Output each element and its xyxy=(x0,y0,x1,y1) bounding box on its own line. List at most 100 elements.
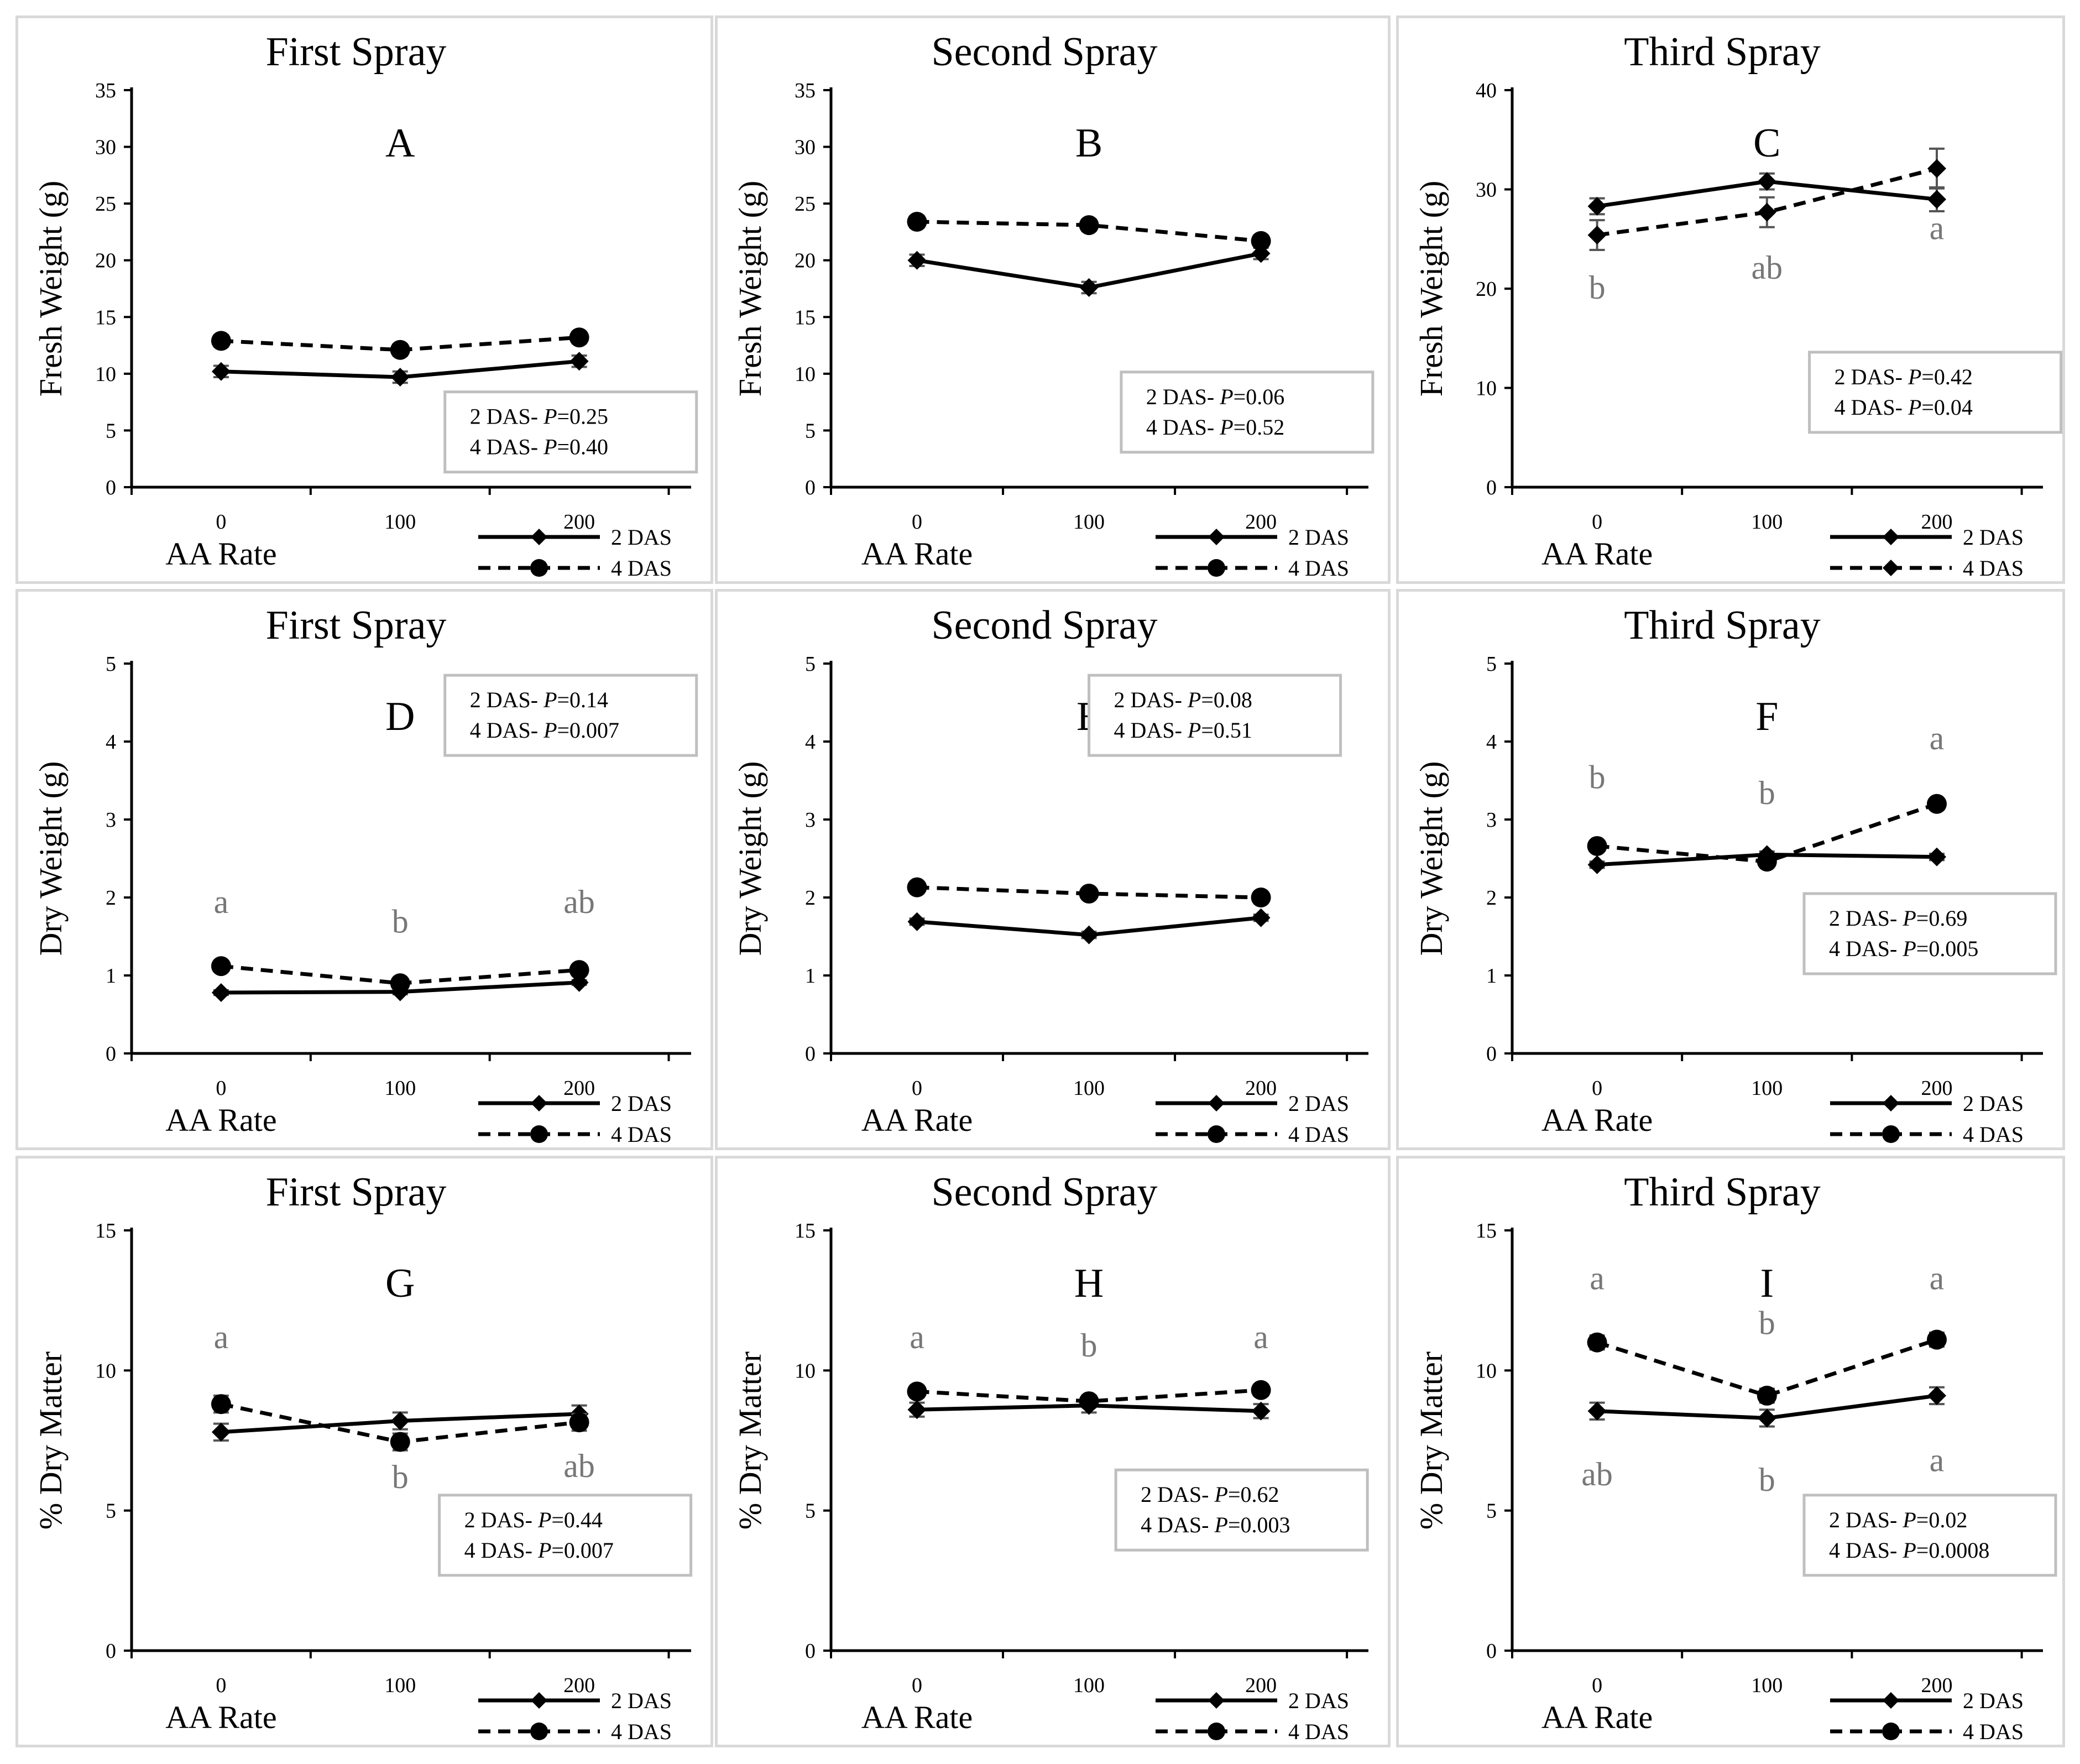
legend-label: 2 DAS xyxy=(611,1091,672,1116)
legend-marker xyxy=(1882,1723,1900,1740)
legend-label: 2 DAS xyxy=(1963,525,2024,550)
panel-letter: B xyxy=(1075,121,1102,166)
y-tick-label: 25 xyxy=(795,192,816,216)
legend-marker xyxy=(1208,529,1225,545)
data-point xyxy=(907,912,927,931)
y-tick-label: 15 xyxy=(1476,1219,1497,1243)
x-axis-label: AA Rate xyxy=(861,536,973,572)
chart-svg: Third Spray C 0 10 20 30 40 0 100 200 Fresh Weight… xyxy=(1413,29,2063,581)
legend-marker xyxy=(531,1095,547,1111)
data-point xyxy=(1079,278,1099,297)
legend-label: 2 DAS xyxy=(611,1688,672,1713)
legend-marker xyxy=(530,1723,548,1740)
legend-label: 4 DAS xyxy=(611,1719,672,1744)
y-axis-label: Fresh Weight (g) xyxy=(1413,181,1449,397)
stats-box xyxy=(1802,1494,2057,1577)
y-tick-label: 0 xyxy=(805,476,816,499)
y-tick-label: 30 xyxy=(95,136,116,159)
y-axis-label: % Dry Matter xyxy=(732,1351,768,1530)
data-point xyxy=(1079,883,1099,904)
y-tick-label: 35 xyxy=(795,79,816,102)
data-point xyxy=(1927,159,1946,178)
legend-marker xyxy=(530,559,548,577)
legend-marker xyxy=(1208,1095,1225,1111)
significance-letter: b xyxy=(392,903,409,940)
data-point xyxy=(1587,855,1607,874)
y-tick-label: 2 xyxy=(1486,886,1497,910)
y-tick-label: 25 xyxy=(95,192,116,216)
significance-letter: b xyxy=(1759,1304,1775,1341)
x-axis-label: AA Rate xyxy=(165,1699,276,1735)
data-point xyxy=(1587,836,1607,856)
data-point xyxy=(390,1411,410,1431)
chart-svg: Third Spray I 0 5 10 15 0 100 200 % Dry Matter AA … xyxy=(1413,1170,2057,1744)
panel-letter: F xyxy=(1755,694,1778,739)
y-tick-label: 20 xyxy=(795,249,816,273)
x-tick-label: 0 xyxy=(912,1674,922,1697)
x-tick-label: 0 xyxy=(1592,1674,1602,1697)
chart-panel-h: Second Spray H 0 5 10 15 0 100 200 % Dry Matter AA… xyxy=(715,1156,1391,1747)
y-axis-label: Fresh Weight (g) xyxy=(33,181,69,397)
stats-box xyxy=(438,1494,693,1577)
significance-letter: b xyxy=(1759,1462,1775,1498)
chart-title: Second Spray xyxy=(932,29,1158,75)
chart-svg: First Spray A 0 5 10 15 20 25 30 35 0 100 200 Fresh W… xyxy=(33,29,698,581)
panel-letter: H xyxy=(1074,1261,1104,1306)
data-point xyxy=(569,327,589,348)
data-point xyxy=(211,331,231,351)
y-tick-label: 0 xyxy=(1486,1640,1497,1663)
stats-box xyxy=(1802,892,2057,975)
legend-marker xyxy=(1882,1125,1900,1143)
significance-letter: b xyxy=(1759,775,1775,811)
x-tick-label: 100 xyxy=(1751,1077,1783,1100)
chart-panel-c: Third Spray C 0 10 20 30 40 0 100 200 Fresh Weight… xyxy=(1396,15,2065,584)
data-point xyxy=(569,352,589,371)
y-tick-label: 40 xyxy=(1476,79,1497,102)
legend-label: 2 DAS xyxy=(1288,525,1349,550)
x-tick-label: 200 xyxy=(1245,510,1277,534)
legend-label: 4 DAS xyxy=(1288,1719,1349,1744)
y-tick-label: 5 xyxy=(805,653,816,676)
significance-letter: a xyxy=(1253,1319,1268,1355)
stats-line: 2 DAS- P=0.06 xyxy=(1146,384,1284,409)
y-tick-label: 2 xyxy=(106,886,116,910)
data-point xyxy=(1927,847,1946,867)
panel-letter: D xyxy=(385,694,415,739)
x-tick-label: 100 xyxy=(1751,1674,1783,1697)
legend-marker xyxy=(1883,1692,1899,1709)
panel-letter: C xyxy=(1753,121,1780,166)
y-tick-label: 15 xyxy=(95,306,116,329)
y-tick-label: 5 xyxy=(106,419,116,442)
chart-title: Third Spray xyxy=(1624,1170,1821,1215)
stats-box xyxy=(443,674,698,757)
y-tick-label: 10 xyxy=(1476,1359,1497,1382)
significance-letter: b xyxy=(1589,269,1606,306)
stats-line: 4 DAS- P=0.003 xyxy=(1141,1512,1290,1537)
y-tick-label: 4 xyxy=(1486,730,1497,754)
y-tick-label: 10 xyxy=(795,363,816,386)
y-axis-label: % Dry Matter xyxy=(33,1351,69,1530)
chart-title: Third Spray xyxy=(1624,603,1821,648)
data-point xyxy=(390,1432,410,1452)
chart-panel-e: Second SprayE0123450100200Dry Weight (g)… xyxy=(715,589,1391,1150)
significance-letter: ab xyxy=(563,884,595,920)
y-tick-label: 0 xyxy=(805,1640,816,1663)
significance-letter: a xyxy=(1930,210,1945,246)
y-tick-label: 10 xyxy=(95,363,116,386)
legend-marker xyxy=(1208,1692,1225,1709)
stats-line: 2 DAS- P=0.14 xyxy=(470,687,608,712)
series-line-2 xyxy=(917,885,1261,900)
data-point xyxy=(1251,908,1271,927)
y-tick-label: 5 xyxy=(805,1500,816,1523)
x-axis-label: AA Rate xyxy=(165,536,276,572)
stats-line: 4 DAS- P=0.52 xyxy=(1146,415,1284,440)
x-tick-label: 100 xyxy=(384,1077,416,1100)
data-point xyxy=(1757,852,1777,872)
chart-title: Second Spray xyxy=(932,603,1158,648)
panel-letter: G xyxy=(385,1261,415,1306)
legend-marker xyxy=(1208,1125,1225,1143)
data-point xyxy=(569,1412,589,1433)
data-point xyxy=(1079,925,1099,944)
x-axis-label: AA Rate xyxy=(1541,1102,1653,1138)
chart-panel-d: First Spray D 0 1 2 3 4 5 0 100 200 Dry Weight (g) A… xyxy=(15,589,713,1150)
